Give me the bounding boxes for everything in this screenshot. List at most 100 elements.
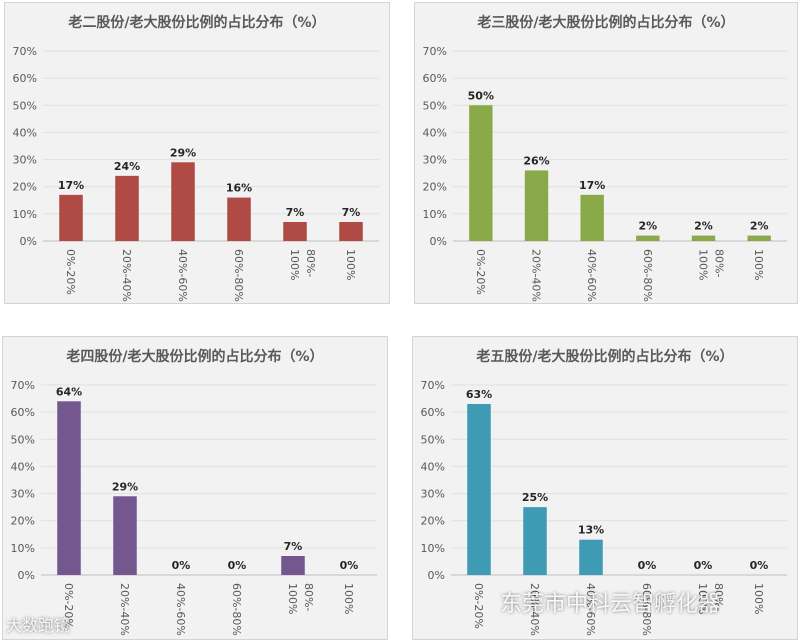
y-tick-label: 10% [421, 542, 445, 555]
y-tick-label: 40% [11, 460, 35, 473]
y-tick-label: 40% [421, 460, 445, 473]
x-tick-label: 40%-60% [176, 249, 189, 302]
chart-title: 老四股份/老大股份比例的占比分布（%） [66, 348, 323, 365]
data-label: 17% [579, 179, 605, 192]
chart-title: 老二股份/老大股份比例的占比分布（%） [68, 14, 325, 31]
y-tick-label: 20% [11, 515, 35, 528]
svg-text:100%: 100% [288, 249, 301, 280]
svg-text:80%-: 80%- [712, 583, 725, 611]
bar [281, 556, 305, 575]
bar [339, 222, 363, 241]
y-tick-label: 50% [11, 433, 35, 446]
bar-chart: 老五股份/老大股份比例的占比分布（%） 0% 10% 20% 30% 40% 50% 60% 7… [421, 348, 787, 636]
y-tick-label: 0% [430, 235, 447, 248]
chart-panel-laowu: 老五股份/老大股份比例的占比分布（%） 0% 10% 20% 30% 40% 50% 60% 7… [412, 336, 798, 640]
data-label: 7% [284, 540, 303, 553]
data-label: 29% [112, 480, 138, 493]
y-tick-label: 10% [13, 208, 37, 221]
bar-chart: 老四股份/老大股份比例的占比分布（%） 0% 10% 20% 30% 40% 50% 60% 7… [11, 348, 377, 636]
data-label: 50% [468, 89, 494, 102]
x-tick-label: 40%-60% [584, 583, 597, 636]
svg-text:60%-80%: 60%-80% [232, 249, 245, 302]
bar [227, 197, 251, 241]
svg-text:20%-40%: 20%-40% [530, 249, 543, 302]
data-label: 25% [522, 491, 548, 504]
y-tick-label: 60% [13, 72, 37, 85]
x-tick-label: 100% [344, 249, 357, 280]
svg-text:0%-20%: 0%-20% [64, 249, 77, 295]
bar [580, 194, 604, 241]
y-tick-label: 0% [18, 569, 35, 582]
svg-text:40%-60%: 40%-60% [176, 249, 189, 302]
data-label: 16% [226, 182, 252, 195]
svg-text:100%: 100% [752, 583, 765, 614]
data-label: 24% [114, 160, 140, 173]
svg-text:20%-40%: 20%-40% [118, 583, 131, 636]
svg-text:80%-: 80%- [304, 249, 317, 277]
svg-text:100%: 100% [286, 583, 299, 614]
bar [747, 235, 771, 241]
bar [523, 507, 547, 575]
x-tick-label: 40%-60% [174, 583, 187, 636]
x-tick-label: 0%-20% [472, 583, 485, 629]
x-tick-label: 60%-80% [230, 583, 243, 636]
bar [469, 105, 493, 242]
data-label: 2% [638, 220, 657, 233]
svg-text:80%-: 80%- [713, 249, 726, 277]
y-tick-label: 40% [423, 126, 447, 139]
y-tick-label: 70% [421, 379, 445, 392]
data-label: 0% [638, 559, 657, 572]
y-tick-label: 30% [423, 154, 447, 167]
x-tick-label: 100% 80%- [696, 583, 725, 614]
x-tick-label: 60%-80% [640, 583, 653, 636]
bar [579, 539, 603, 575]
bar [115, 175, 139, 241]
data-label: 0% [694, 559, 713, 572]
chart-title: 老五股份/老大股份比例的占比分布（%） [476, 348, 733, 365]
svg-text:40%-60%: 40%-60% [585, 249, 598, 302]
svg-text:60%-80%: 60%-80% [641, 249, 654, 302]
y-tick-label: 20% [421, 515, 445, 528]
bar [691, 235, 716, 241]
svg-text:20%-40%: 20%-40% [528, 583, 541, 636]
y-tick-label: 0% [428, 569, 445, 582]
x-tick-label: 60%-80% [641, 249, 654, 302]
y-tick-label: 60% [423, 72, 447, 85]
bar [171, 162, 195, 241]
x-tick-label: 20%-40% [528, 583, 541, 636]
x-tick-label: 60%-80% [232, 249, 245, 302]
bar [467, 404, 491, 575]
y-tick-label: 70% [11, 379, 35, 392]
svg-text:80%-: 80%- [302, 583, 315, 611]
data-label: 2% [750, 220, 769, 233]
y-tick-label: 30% [11, 488, 35, 501]
y-tick-label: 10% [423, 208, 447, 221]
y-tick-label: 10% [11, 542, 35, 555]
bar [524, 170, 549, 241]
y-tick-label: 30% [421, 488, 445, 501]
y-tick-label: 20% [13, 181, 37, 194]
svg-text:100%: 100% [752, 249, 765, 280]
y-tick-label: 70% [423, 45, 447, 58]
svg-text:60%-80%: 60%-80% [230, 583, 243, 636]
data-label: 13% [578, 524, 604, 537]
x-tick-label: 100% [342, 583, 355, 614]
y-tick-label: 50% [13, 99, 37, 112]
y-tick-label: 50% [423, 99, 447, 112]
x-tick-label: 0%-20% [62, 583, 75, 629]
y-tick-label: 60% [421, 406, 445, 419]
data-label: 26% [523, 154, 549, 167]
x-tick-label: 100% 80%- [286, 583, 315, 614]
svg-text:40%-60%: 40%-60% [584, 583, 597, 636]
x-tick-label: 100% [752, 583, 765, 614]
svg-text:40%-60%: 40%-60% [174, 583, 187, 636]
chart-title: 老三股份/老大股份比例的占比分布（%） [477, 14, 734, 31]
x-tick-label: 20%-40% [118, 583, 131, 636]
data-label: 7% [286, 206, 305, 219]
chart-panel-laoer: 老二股份/老大股份比例的占比分布（%） 0% 10% 20% 30% 40% 50% 60% 7… [4, 2, 390, 304]
svg-text:0%-20%: 0%-20% [62, 583, 75, 629]
svg-text:100%: 100% [342, 583, 355, 614]
svg-text:100%: 100% [697, 249, 710, 280]
y-tick-label: 60% [11, 406, 35, 419]
data-label: 2% [694, 220, 713, 233]
